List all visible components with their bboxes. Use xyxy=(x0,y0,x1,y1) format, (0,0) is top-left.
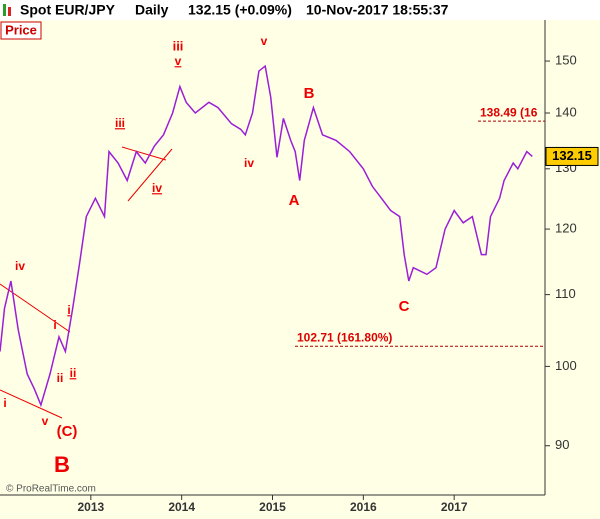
x-tick-label: 2013 xyxy=(77,500,104,514)
y-axis-label: Price xyxy=(5,22,37,37)
y-tick-label: 100 xyxy=(555,358,577,373)
x-tick-label: 2015 xyxy=(259,500,286,514)
plot-area: 138.49 (16 102.71 (161.80%) xyxy=(0,64,545,408)
wave-label: ii xyxy=(70,366,77,380)
price-label-box xyxy=(0,21,42,40)
wave-label: i xyxy=(53,318,56,332)
wave-label: v xyxy=(261,34,268,48)
x-tick-label: 2016 xyxy=(350,500,377,514)
wave-label: iv xyxy=(244,156,254,170)
wave-label: ii xyxy=(57,371,64,385)
source: © ProRealTime.com xyxy=(6,484,96,495)
timestamp: 10-Nov-2017 18:55:37 xyxy=(306,2,449,18)
wave-label: iii xyxy=(173,38,184,53)
x-tick-label: 2017 xyxy=(441,500,468,514)
wave-label: B xyxy=(304,85,315,102)
x-tick-label: 2014 xyxy=(168,500,195,514)
title: Spot EUR/JPY xyxy=(20,2,116,18)
wave-label: v xyxy=(42,414,49,428)
icon xyxy=(8,7,11,16)
wave-label: i xyxy=(67,303,70,317)
level-label: 102.71 (161.80%) xyxy=(297,330,392,344)
y-tick-label: 120 xyxy=(555,221,577,236)
y-tick-label: 90 xyxy=(555,437,569,452)
price-line xyxy=(0,64,533,408)
level-label: 138.49 (16 xyxy=(480,105,538,119)
period: Daily xyxy=(135,2,169,18)
wave-label: (C) xyxy=(57,423,78,440)
wave-label: iii xyxy=(115,116,125,130)
last-quote: 132.15 (+0.09%) xyxy=(188,2,292,18)
wave-label: A xyxy=(289,192,300,209)
price-tag: 132.15 xyxy=(552,148,592,163)
y-tick-label: 110 xyxy=(555,286,576,301)
y-tick-label: 150 xyxy=(555,52,577,67)
y-tick-label: 140 xyxy=(555,104,577,119)
wave-label: B xyxy=(54,452,70,477)
trend-lines xyxy=(0,146,173,419)
wave-label: C xyxy=(399,298,410,315)
icon xyxy=(3,4,6,16)
wave-label: i xyxy=(3,396,6,410)
wave-label: iv xyxy=(15,259,25,273)
header-bar xyxy=(0,0,600,20)
wave-label: v xyxy=(175,54,182,68)
wave-label: iv xyxy=(152,181,162,195)
price-tag-box xyxy=(545,146,599,166)
